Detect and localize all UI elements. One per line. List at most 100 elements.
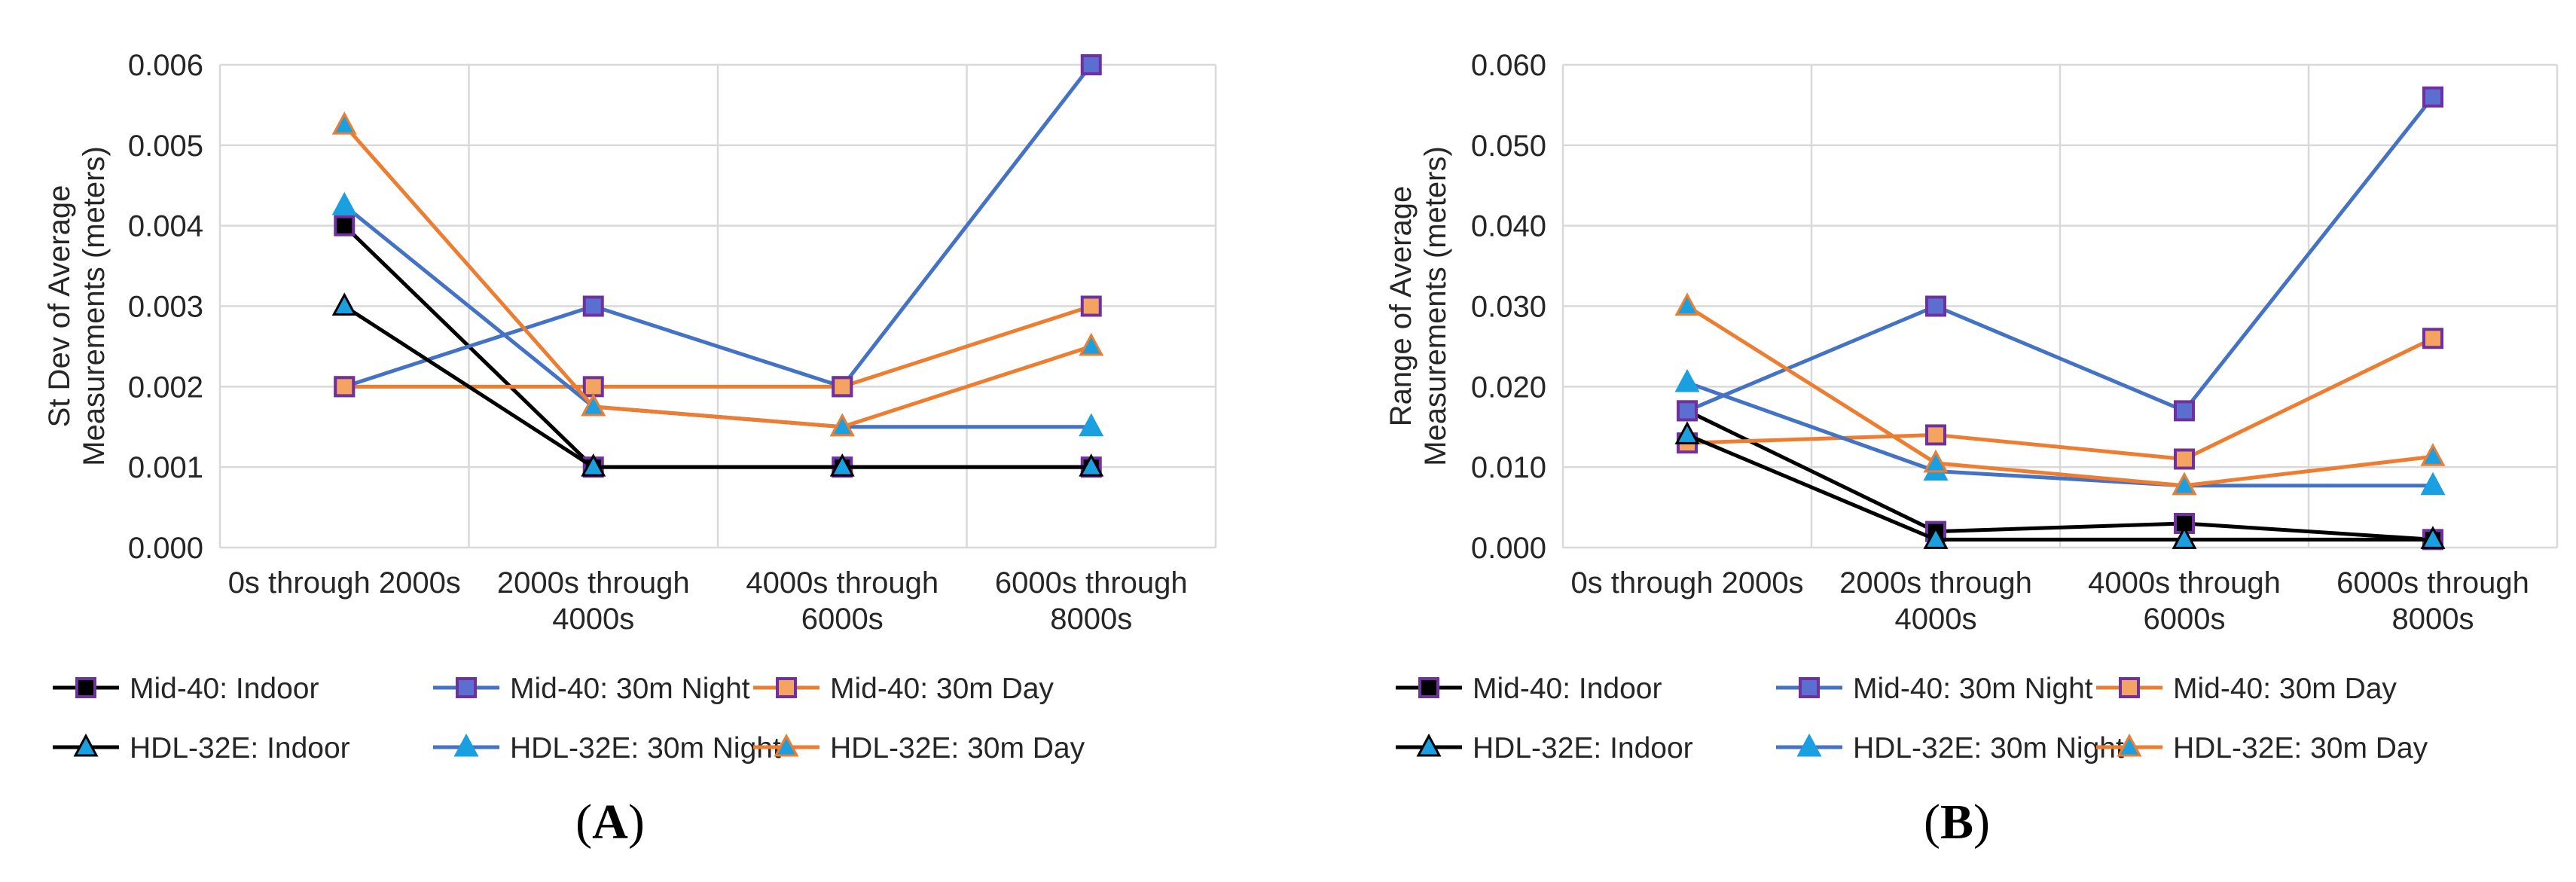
x-tick-label: 6000s through 8000s [995,566,1188,636]
legend-label: HDL-32E: Indoor [130,732,350,765]
legend-entry: Mid-40: 30m Day [753,673,1054,705]
data-point [832,376,853,398]
legend-marker [776,677,797,698]
series-line [343,304,1091,469]
legend-label: Mid-40: 30m Night [510,673,750,705]
data-point [829,413,855,437]
data-point [1080,54,1102,75]
series-mid-40-30m-night [1677,86,2443,422]
legend-label: HDL-32E: 30m Day [830,732,1085,765]
legend-label: Mid-40: 30m Day [2173,673,2397,705]
legend-entry: Mid-40: Indoor [53,673,319,705]
data-point [1677,400,1698,422]
y-tick-label: 0.003 [128,291,203,324]
legend-marker [2117,733,2142,757]
legend-marker [2119,677,2140,698]
legend-entry: HDL-32E: 30m Night [433,732,781,765]
x-tick-label: 4000s through 6000s [2088,566,2281,636]
y-tick-label: 0.050 [1471,130,1546,163]
y-axis-label: Measurements (meters) [78,146,111,466]
y-tick-label: 0.030 [1471,291,1546,324]
legend-marker [1416,733,1442,757]
series-line [343,124,1092,429]
data-point [2422,328,2443,349]
data-point [1925,295,1946,317]
legend-entry: Mid-40: 30m Day [2096,673,2397,705]
y-tick-label: 0.004 [128,210,203,243]
panel-label: (B) [1924,795,1990,850]
y-tick-label: 0.010 [1471,451,1546,484]
data-point [582,295,604,317]
chart-a: 0.000 0.001 0.002 0.003 0.004 0.005 0.006 0s th… [43,49,1217,850]
data-point [1079,332,1104,356]
data-point [1925,424,1946,446]
legend-marker [774,733,799,757]
series-line [1686,433,2433,542]
x-tick-label: 2000s through 4000s [1839,566,2032,636]
series-line [1686,409,2434,542]
legend-entry: HDL-32E: 30m Night [1776,732,2124,765]
y-tick-label: 0.020 [1471,371,1546,404]
series-mid-40-30m-day [1677,328,2443,470]
legend-marker [453,733,479,757]
legend-marker [1799,677,1820,698]
data-point [334,215,356,237]
data-point [2172,472,2197,496]
legend-entry: Mid-40: Indoor [1396,673,1662,705]
series-line [343,63,1093,389]
legend-entry: HDL-32E: 30m Day [2096,732,2428,765]
legend-entry: HDL-32E: 30m Day [753,732,1085,765]
series-line [1686,336,2434,461]
legend-marker [456,677,477,698]
series-line [1686,96,2434,413]
legend-label: Mid-40: Indoor [1473,673,1662,705]
data-point [1079,413,1104,437]
legend-label: HDL-32E: 30m Night [1853,732,2124,765]
data-point [1923,449,1949,473]
legend: Mid-40: Indoor Mid-40: 30m Night Mid-40: 3… [1396,673,2428,765]
data-point [2422,86,2443,108]
legend-entry: HDL-32E: Indoor [1396,732,1693,765]
series-hdl-32e-30m-day [1674,292,2446,496]
series-hdl-32e-30m-day [331,111,1104,437]
y-axis-label: Measurements (meters) [1419,146,1452,466]
data-point [2174,448,2195,470]
y-tick-label: 0.001 [128,451,203,484]
legend-marker [75,677,96,698]
series-line [1686,380,2433,488]
data-point [1674,292,1700,316]
data-point [829,453,855,477]
y-tick-label: 0.006 [128,49,203,82]
data-point [1674,421,1700,444]
y-axis-label: Range of Average [1384,186,1418,427]
y-tick-label: 0.005 [128,130,203,163]
data-point [331,191,357,215]
y-tick-label: 0.040 [1471,210,1546,243]
legend-entry: HDL-32E: Indoor [53,732,350,765]
legend-label: Mid-40: Indoor [130,673,319,705]
data-point [1674,368,1700,392]
data-point [331,111,357,135]
data-point [2420,472,2446,496]
x-tick-label: 0s through 2000s [1570,566,1803,600]
data-point [1079,453,1104,477]
data-point [2172,526,2197,549]
x-tick-label: 6000s through 8000s [2336,566,2529,636]
y-tick-label: 0.000 [1471,532,1546,565]
legend-label: HDL-32E: 30m Day [2173,732,2428,765]
legend-label: Mid-40: 30m Day [830,673,1054,705]
x-tick-label: 0s through 2000s [228,566,461,600]
legend-entry: Mid-40: 30m Night [1776,673,2093,705]
data-point [581,392,606,417]
legend-marker [73,733,99,757]
data-point [581,453,606,477]
legend: Mid-40: Indoor Mid-40: 30m Night Mid-40: 3… [53,673,1085,765]
series-line [1686,304,2434,488]
data-point [1923,526,1949,549]
data-point [2174,400,2195,422]
legend-label: HDL-32E: Indoor [1473,732,1693,765]
y-tick-label: 0.002 [128,371,203,404]
y-tick-label: 0.060 [1471,49,1546,82]
data-point [2420,443,2446,466]
